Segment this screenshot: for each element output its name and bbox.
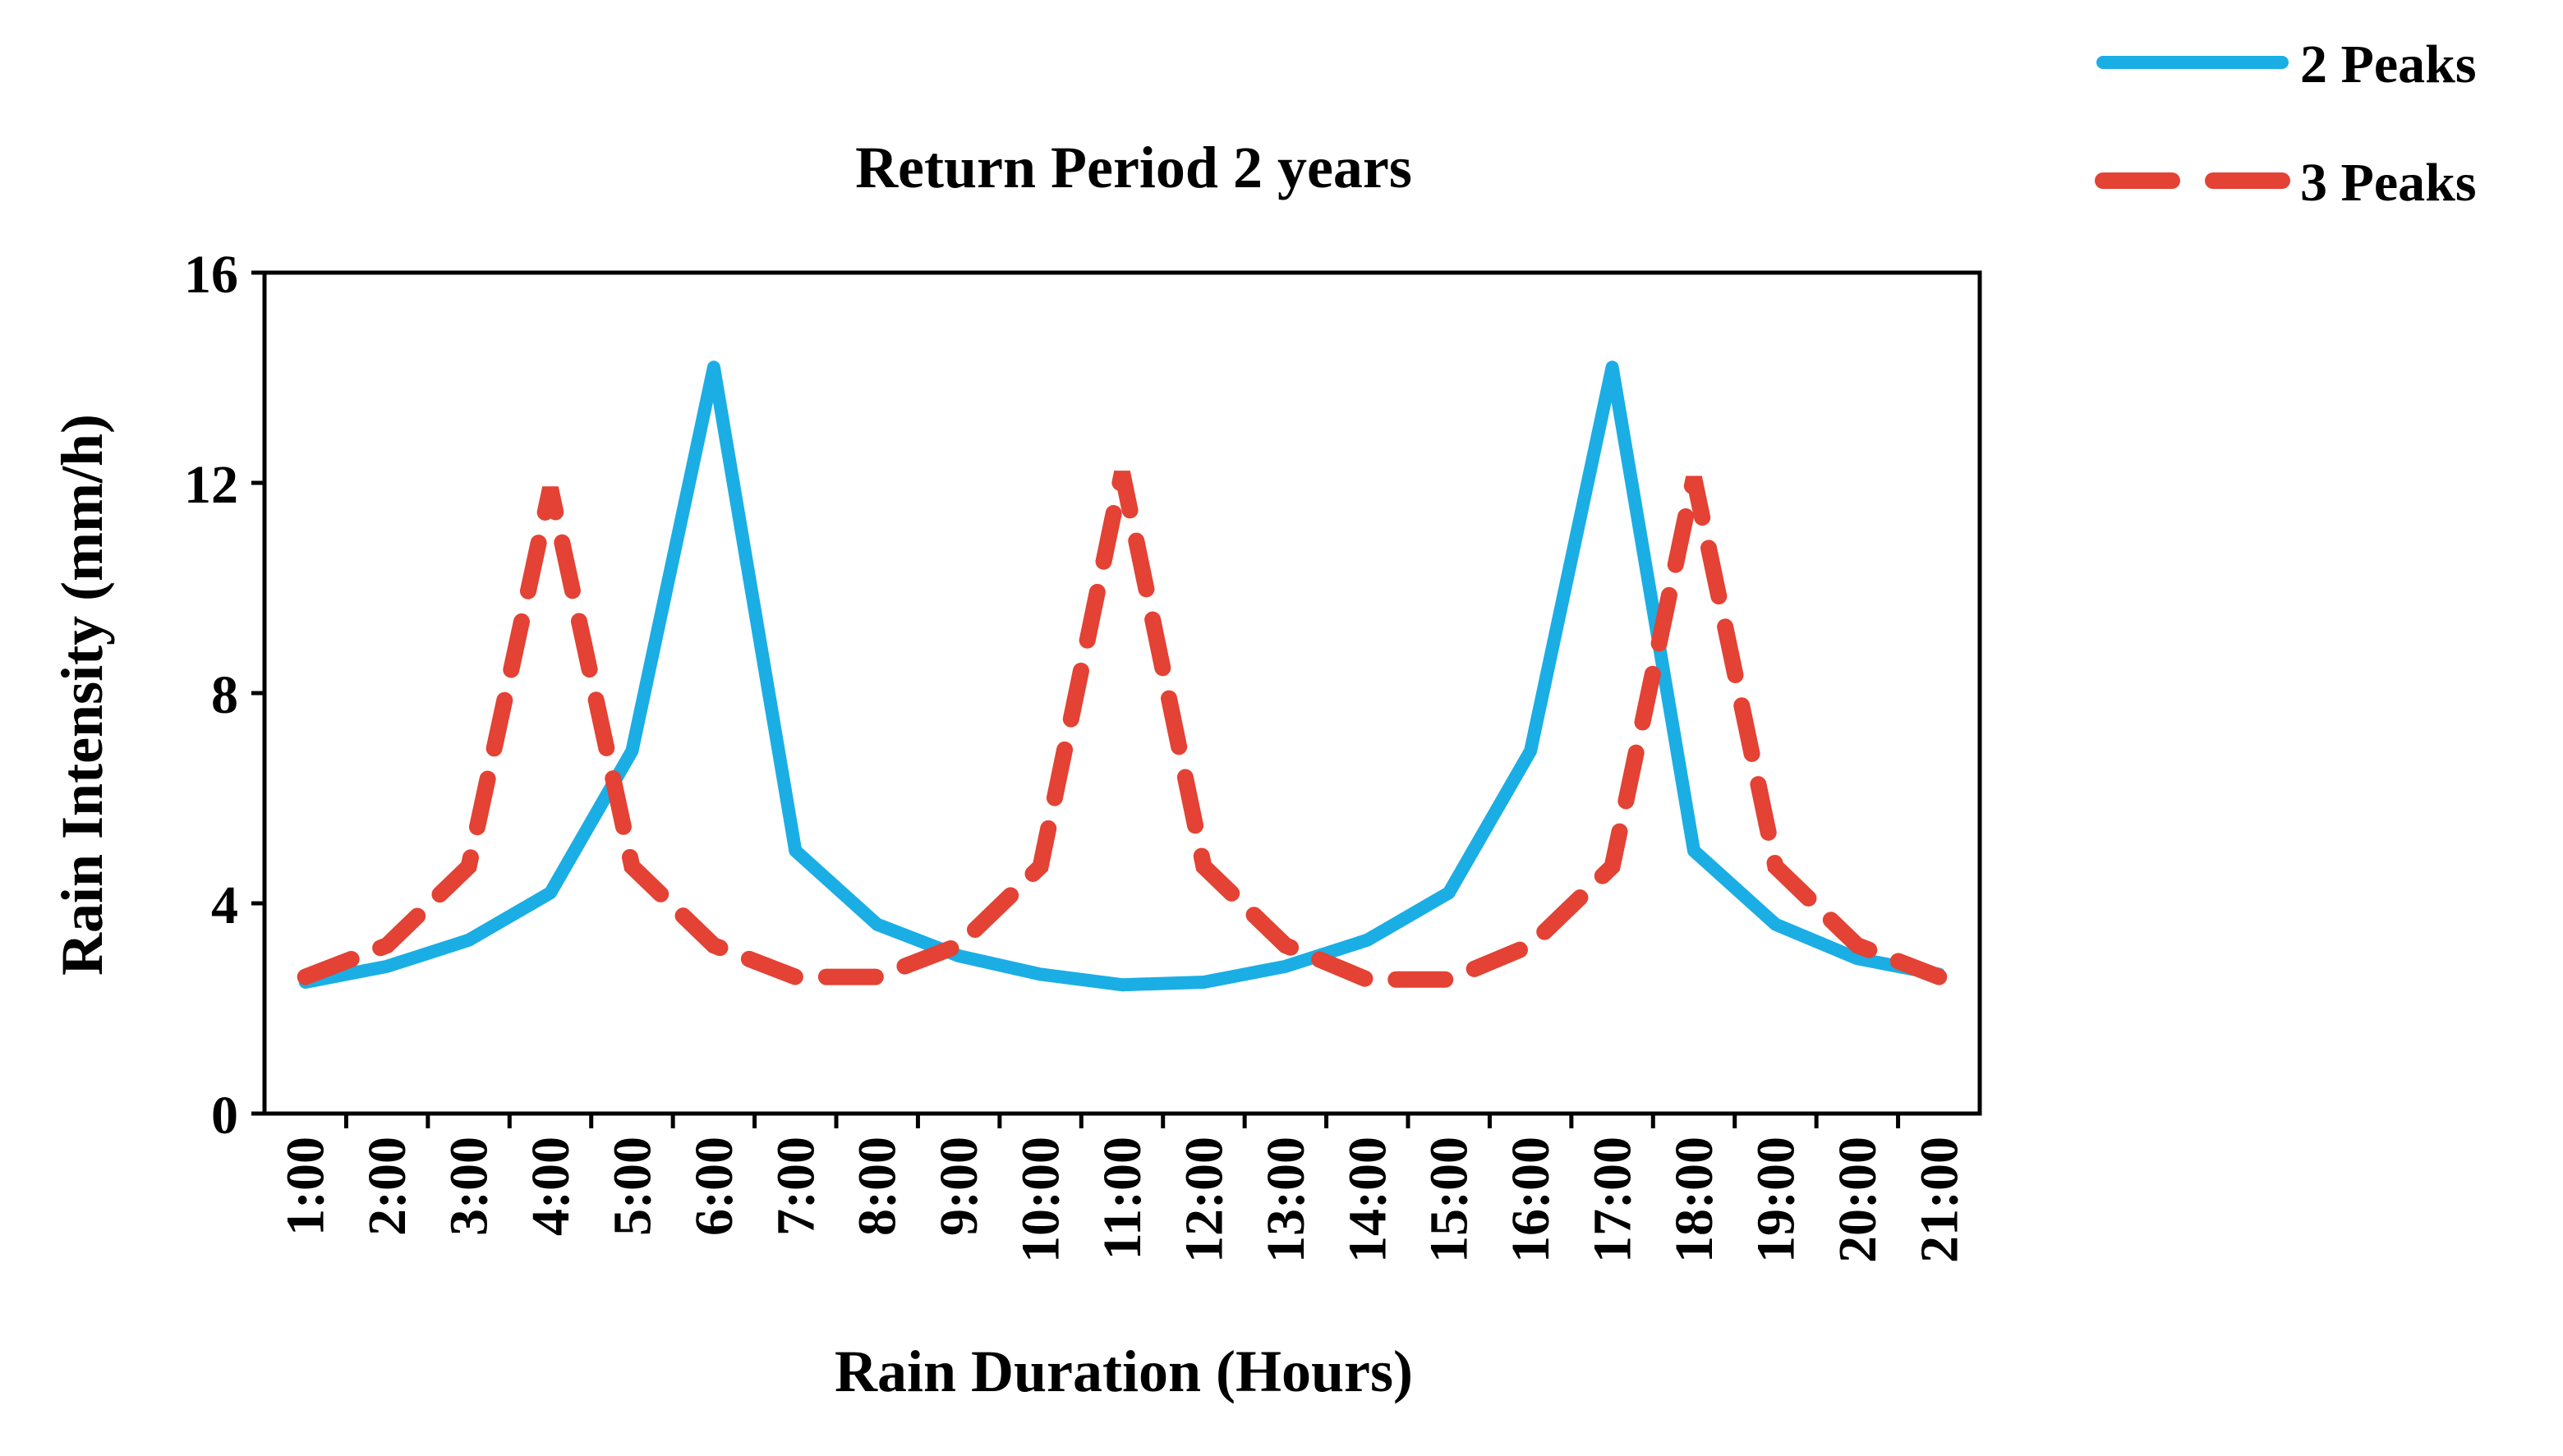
y-tick-label: 8 — [211, 665, 238, 725]
x-tick-label: 16:00 — [1501, 1137, 1561, 1263]
y-tick-label: 0 — [211, 1086, 238, 1146]
x-tick-label: 9:00 — [929, 1137, 989, 1236]
chart-title: Return Period 2 years — [855, 135, 1412, 200]
legend-label-1: 2 Peaks — [2300, 34, 2477, 94]
x-tick-label: 7:00 — [766, 1137, 826, 1236]
x-tick-label: 8:00 — [848, 1137, 908, 1236]
x-tick-label: 21:00 — [1909, 1137, 1969, 1263]
y-tick-label: 4 — [211, 875, 238, 935]
x-tick-label: 19:00 — [1746, 1137, 1806, 1263]
x-tick-label: 4:00 — [521, 1137, 581, 1236]
x-tick-label: 5:00 — [602, 1137, 662, 1236]
x-tick-label: 17:00 — [1583, 1137, 1643, 1263]
x-tick-label: 11:00 — [1093, 1137, 1153, 1260]
x-tick-label: 18:00 — [1664, 1137, 1724, 1263]
series-line-2 — [297, 471, 1948, 988]
legend: 2 Peaks 3 Peaks — [2095, 34, 2477, 213]
x-tick-label: 12:00 — [1174, 1137, 1234, 1263]
x-axis-label: Rain Duration (Hours) — [835, 1339, 1413, 1404]
legend-label-2: 3 Peaks — [2300, 153, 2477, 213]
series-layer — [297, 361, 1948, 992]
x-tick-label: 20:00 — [1828, 1137, 1888, 1263]
x-tick-label: 13:00 — [1256, 1137, 1316, 1263]
x-tick-label: 15:00 — [1420, 1137, 1479, 1263]
y-axis-label: Rain Intensity (mm/h) — [49, 414, 115, 976]
y-tick-label: 16 — [184, 245, 238, 305]
y-axis-ticks: 0 4 8 12 16 — [184, 245, 265, 1146]
x-axis-ticks: 1:00 2:00 3:00 4:00 5:00 6:00 7:00 8:00 9:00 10:0… — [276, 1114, 1969, 1263]
series-line-1 — [298, 361, 1946, 992]
y-tick-label: 12 — [184, 455, 238, 515]
x-tick-label: 10:00 — [1011, 1137, 1071, 1263]
x-tick-label: 2:00 — [357, 1137, 417, 1236]
x-tick-label: 1:00 — [276, 1137, 336, 1236]
x-tick-label: 3:00 — [439, 1137, 499, 1236]
x-tick-label: 14:00 — [1337, 1137, 1397, 1263]
x-tick-label: 6:00 — [684, 1137, 744, 1236]
